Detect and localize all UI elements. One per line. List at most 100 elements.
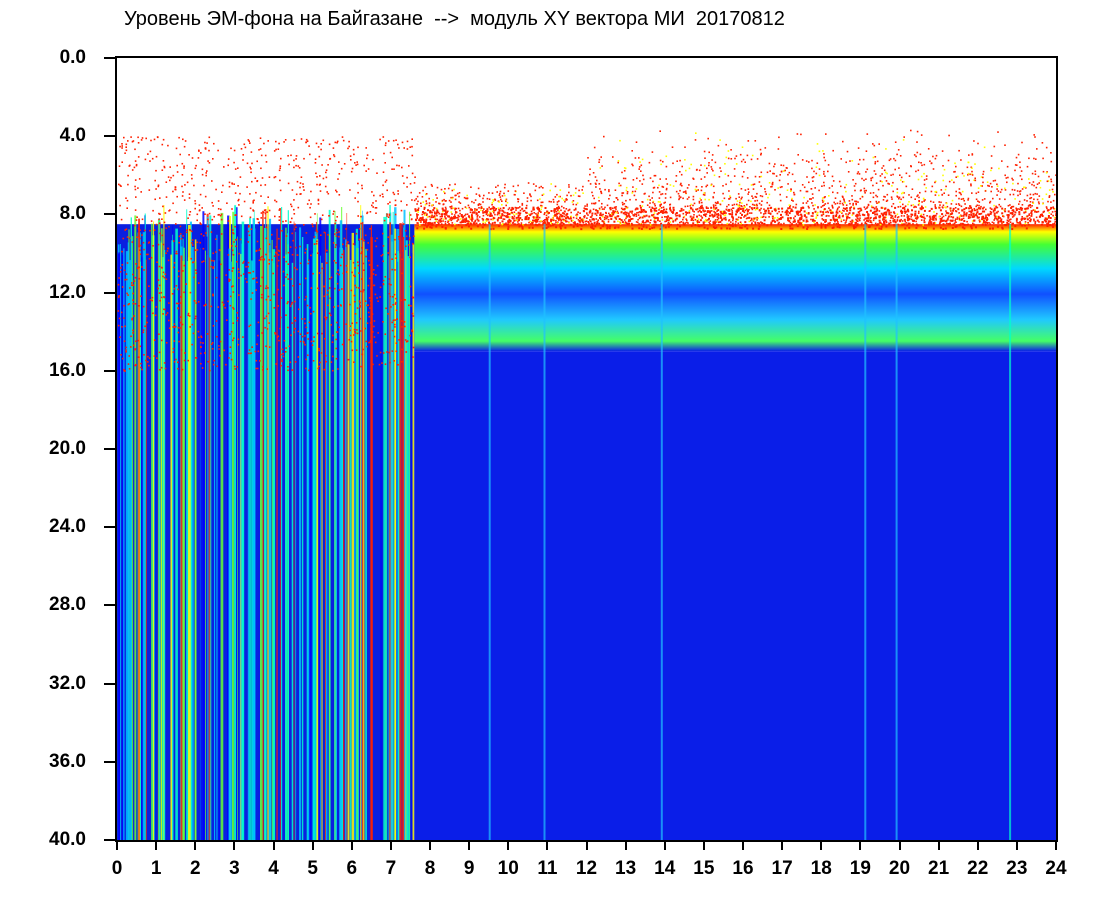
speckle [449,217,452,220]
speckle [731,204,734,206]
speckle [967,197,970,200]
y-tick-label: 36.0 [49,750,86,772]
speckle [557,217,560,220]
speckle [515,209,517,211]
speckle [832,207,834,209]
speckle [488,192,490,194]
speckle [715,213,718,216]
speckle [383,152,385,155]
speckle [926,215,928,217]
speckle [279,179,281,182]
speckle [866,217,869,220]
speckle [622,177,625,180]
speckle [981,207,984,210]
speckle [561,222,564,224]
speckle [713,210,715,213]
speckle [701,201,703,204]
speckle [683,215,686,218]
speckle [489,211,491,213]
speckle [401,348,403,351]
speckle [686,221,688,224]
speckle [850,206,853,208]
speckle [703,226,706,229]
speckle [519,212,522,214]
speckle [665,165,668,168]
speckle [505,198,508,201]
speckle [233,337,235,339]
speckle [957,175,959,178]
speckle [623,212,626,214]
speckle [357,264,360,267]
speckle [555,221,557,224]
speckle [1034,220,1037,223]
speckle [1018,200,1021,203]
speckle [1041,213,1043,216]
speckle [569,217,571,220]
speckle [980,212,983,215]
speckle [739,226,742,229]
speckle [916,224,919,227]
speckle [559,195,561,198]
speckle [934,222,937,225]
speckle [897,149,900,151]
speckle [335,244,337,246]
speckle [614,226,617,229]
speckle [384,333,387,335]
speckle [1055,214,1056,217]
speckle [738,183,741,186]
speckle [382,279,385,282]
speckle [950,203,953,205]
speckle [865,150,868,152]
speckle [847,171,850,173]
speckle [924,217,926,220]
speckle [477,214,479,217]
speckle [921,206,923,208]
speckle [172,351,175,353]
speckle [712,196,715,199]
speckle [466,222,469,225]
speckle [376,297,378,299]
speckle [472,222,475,225]
speckle [922,224,924,226]
speckle [623,222,626,224]
streak [402,238,405,840]
speckle [698,169,701,172]
speckle [431,185,433,187]
speckle [326,293,329,296]
speckle [485,210,487,213]
speckle [297,330,300,333]
speckle [599,188,601,190]
speckle [357,146,359,149]
speckle [232,339,234,342]
speckle [500,198,502,201]
speckle [736,200,739,202]
speckle [449,218,451,221]
speckle [1013,215,1015,217]
speckle [1033,134,1035,136]
speckle [264,184,267,186]
speckle [624,213,626,216]
speckle [1018,213,1021,216]
speckle [679,189,681,192]
speckle [318,272,321,274]
speckle [140,139,143,141]
speckle [710,166,713,168]
x-tick-label: 1 [150,858,162,879]
speckle [528,213,530,215]
speckle [1021,207,1024,210]
speckle [698,214,701,217]
speckle [885,221,888,224]
speckle [844,222,847,224]
speckle [330,314,332,317]
speckle [301,335,304,338]
speckle [780,228,783,230]
speckle [617,226,620,229]
speckle [142,329,145,331]
speckle [444,220,447,223]
speckle [160,296,163,299]
speckle [429,218,432,221]
speckle [291,232,293,235]
speckle [173,287,176,290]
speckle [785,213,788,216]
speckle [827,202,829,205]
